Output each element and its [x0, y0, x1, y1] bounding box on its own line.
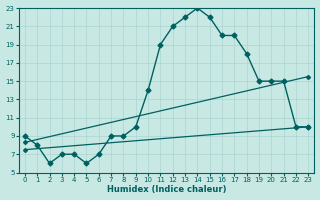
X-axis label: Humidex (Indice chaleur): Humidex (Indice chaleur) — [107, 185, 226, 194]
